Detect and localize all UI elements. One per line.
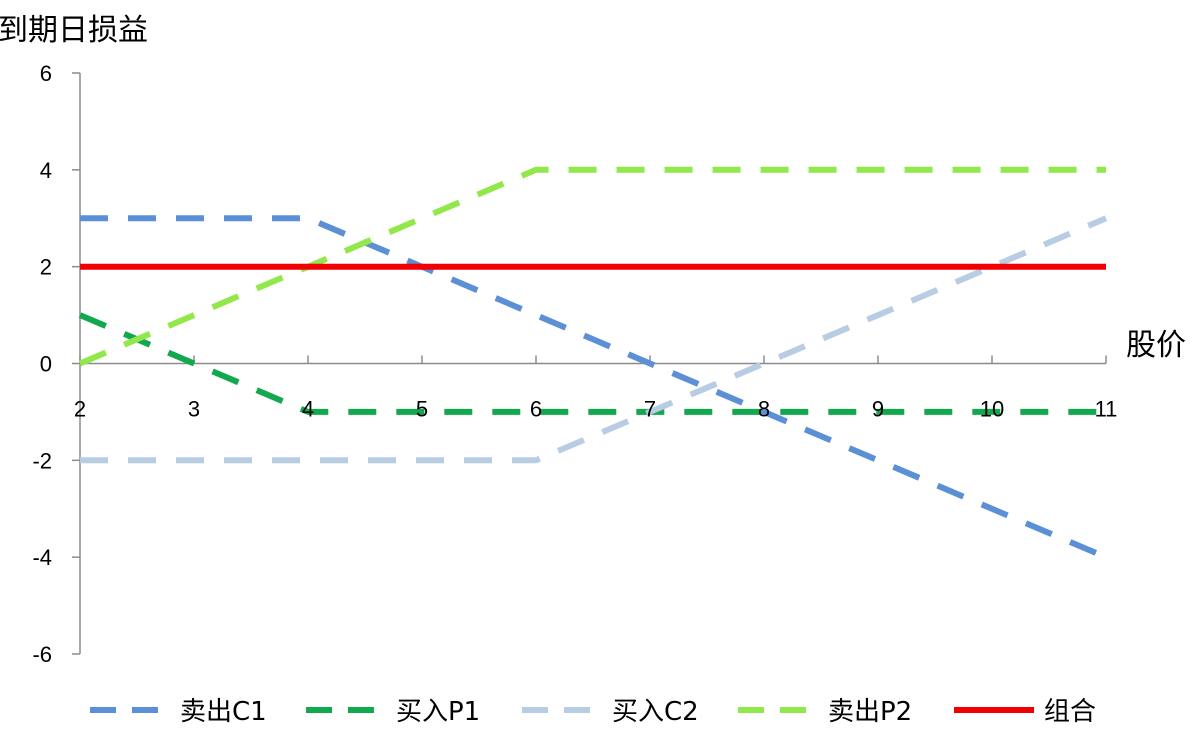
series-line — [78, 166, 1106, 367]
legend-label: 组合 — [1044, 697, 1096, 727]
series-line — [78, 312, 1106, 415]
legend-label: 买入C2 — [612, 697, 699, 727]
x-tick-label: 8 — [758, 397, 770, 422]
y-tick-label: -4 — [32, 545, 52, 570]
y-tick-label: 2 — [40, 255, 52, 280]
y-tick-label: -6 — [32, 642, 52, 667]
x-tick-label: 5 — [416, 397, 428, 422]
x-axis-label: 股价 — [1126, 328, 1186, 363]
legend-label: 卖出C1 — [180, 697, 267, 727]
legend: 卖出C1 买入P1 买入C2 卖出P2 组合 — [90, 697, 1096, 727]
y-tick-label: -2 — [32, 448, 52, 473]
x-tick-label: 9 — [872, 397, 884, 422]
x-tick-label: 11 — [1095, 397, 1118, 422]
series-layer — [78, 166, 1108, 560]
x-tick-label: 2 — [74, 397, 86, 422]
x-tick-label: 3 — [188, 397, 200, 422]
y-tick-label: 0 — [40, 352, 52, 377]
legend-label: 卖出P2 — [828, 697, 912, 727]
x-tick-label: 7 — [644, 397, 656, 422]
y-axis-label: 到期日损益 — [0, 13, 148, 48]
y-tick-label: 6 — [40, 61, 52, 86]
y-tick-label: 4 — [40, 158, 52, 183]
x-tick-label: 10 — [980, 397, 1004, 422]
axes — [72, 72, 1107, 655]
series-line — [80, 215, 1108, 464]
series-line — [80, 215, 1108, 560]
legend-label: 买入P1 — [396, 697, 480, 727]
x-tick-label: 6 — [530, 397, 542, 422]
x-tick-label: 4 — [302, 397, 314, 422]
